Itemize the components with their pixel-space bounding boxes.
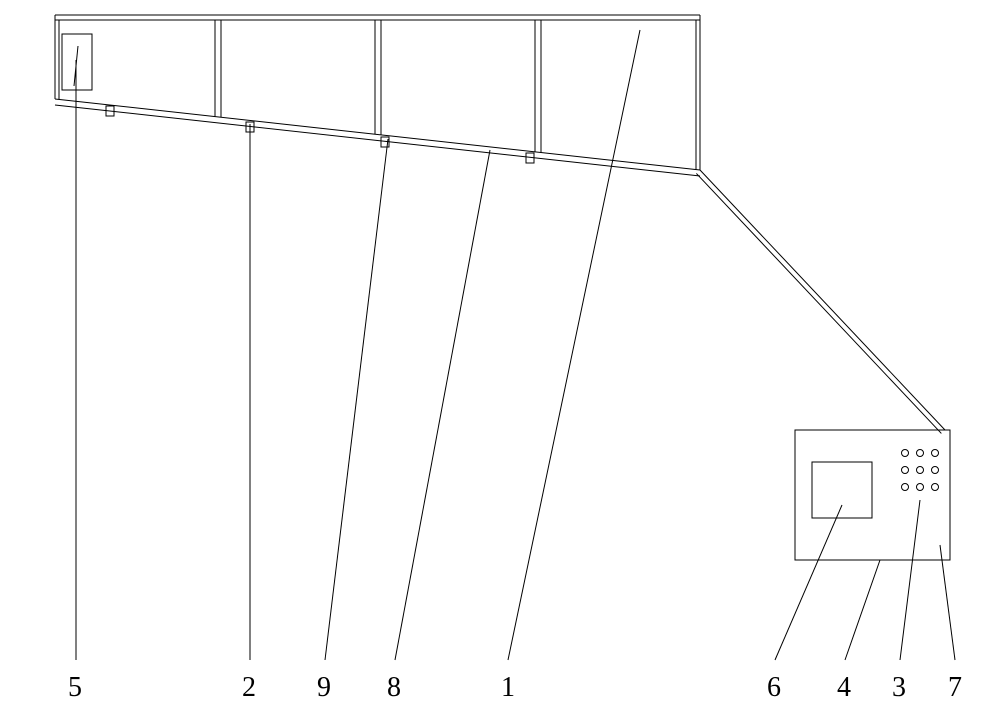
patent-figure: 5 2 9 8 1 6 4 3 7 [0,0,1000,716]
callout-label-3: 3 [892,672,906,703]
callout-label-9: 9 [317,672,331,703]
callout-label-4: 4 [837,672,851,703]
callout-label-5: 5 [68,672,82,703]
callout-label-6: 6 [767,672,781,703]
callout-label-7: 7 [948,672,962,703]
callout-label-1: 1 [501,672,515,703]
callout-label-2: 2 [242,672,256,703]
callout-label-8: 8 [387,672,401,703]
